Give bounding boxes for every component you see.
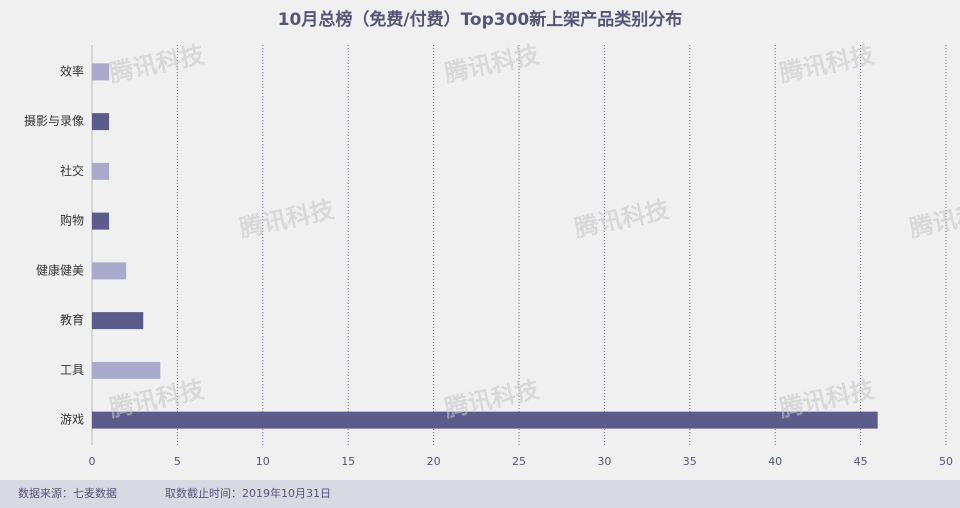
watermark: 腾讯科技: [907, 195, 960, 243]
x-tick-label: 35: [683, 455, 697, 468]
watermark: 腾讯科技: [777, 40, 878, 88]
watermark: 腾讯科技: [442, 40, 543, 88]
x-tick-label: 10: [256, 455, 270, 468]
y-tick-label: 游戏: [60, 413, 84, 427]
y-tick-label: 社交: [60, 163, 84, 178]
watermark: 腾讯科技: [107, 40, 208, 88]
bar: [92, 312, 144, 330]
y-tick-label: 教育: [60, 312, 84, 327]
x-tick-label: 30: [597, 455, 611, 468]
bar: [92, 361, 161, 379]
x-tick-label: 20: [427, 455, 441, 468]
bar: [92, 63, 110, 81]
bar: [92, 411, 878, 429]
y-tick-label: 工具: [60, 363, 84, 377]
watermark: 腾讯科技: [572, 195, 673, 243]
bar: [92, 212, 110, 230]
x-tick-label: 15: [341, 455, 355, 468]
x-tick-label: 50: [939, 455, 953, 468]
bar: [92, 113, 110, 131]
x-tick-label: 45: [854, 455, 868, 468]
y-tick-label: 购物: [60, 213, 84, 228]
y-tick-label: 摄影与录像: [24, 113, 84, 128]
bar: [92, 162, 110, 180]
cutoff-note: 取数截止时间：2019年10月31日: [165, 486, 331, 500]
x-tick-label: 0: [89, 455, 96, 468]
y-tick-label: 效率: [60, 63, 84, 78]
y-tick-label: 健康健美: [36, 262, 84, 277]
x-tick-label: 25: [512, 455, 526, 468]
chart-title: 10月总榜（免费/付费）Top300新上架产品类别分布: [278, 9, 683, 30]
source-note: 数据来源：七麦数据: [18, 486, 117, 500]
footer-band: [0, 480, 960, 508]
x-tick-label: 5: [174, 455, 181, 468]
bar: [92, 262, 127, 280]
x-tick-label: 40: [768, 455, 782, 468]
watermark: 腾讯科技: [237, 195, 338, 243]
